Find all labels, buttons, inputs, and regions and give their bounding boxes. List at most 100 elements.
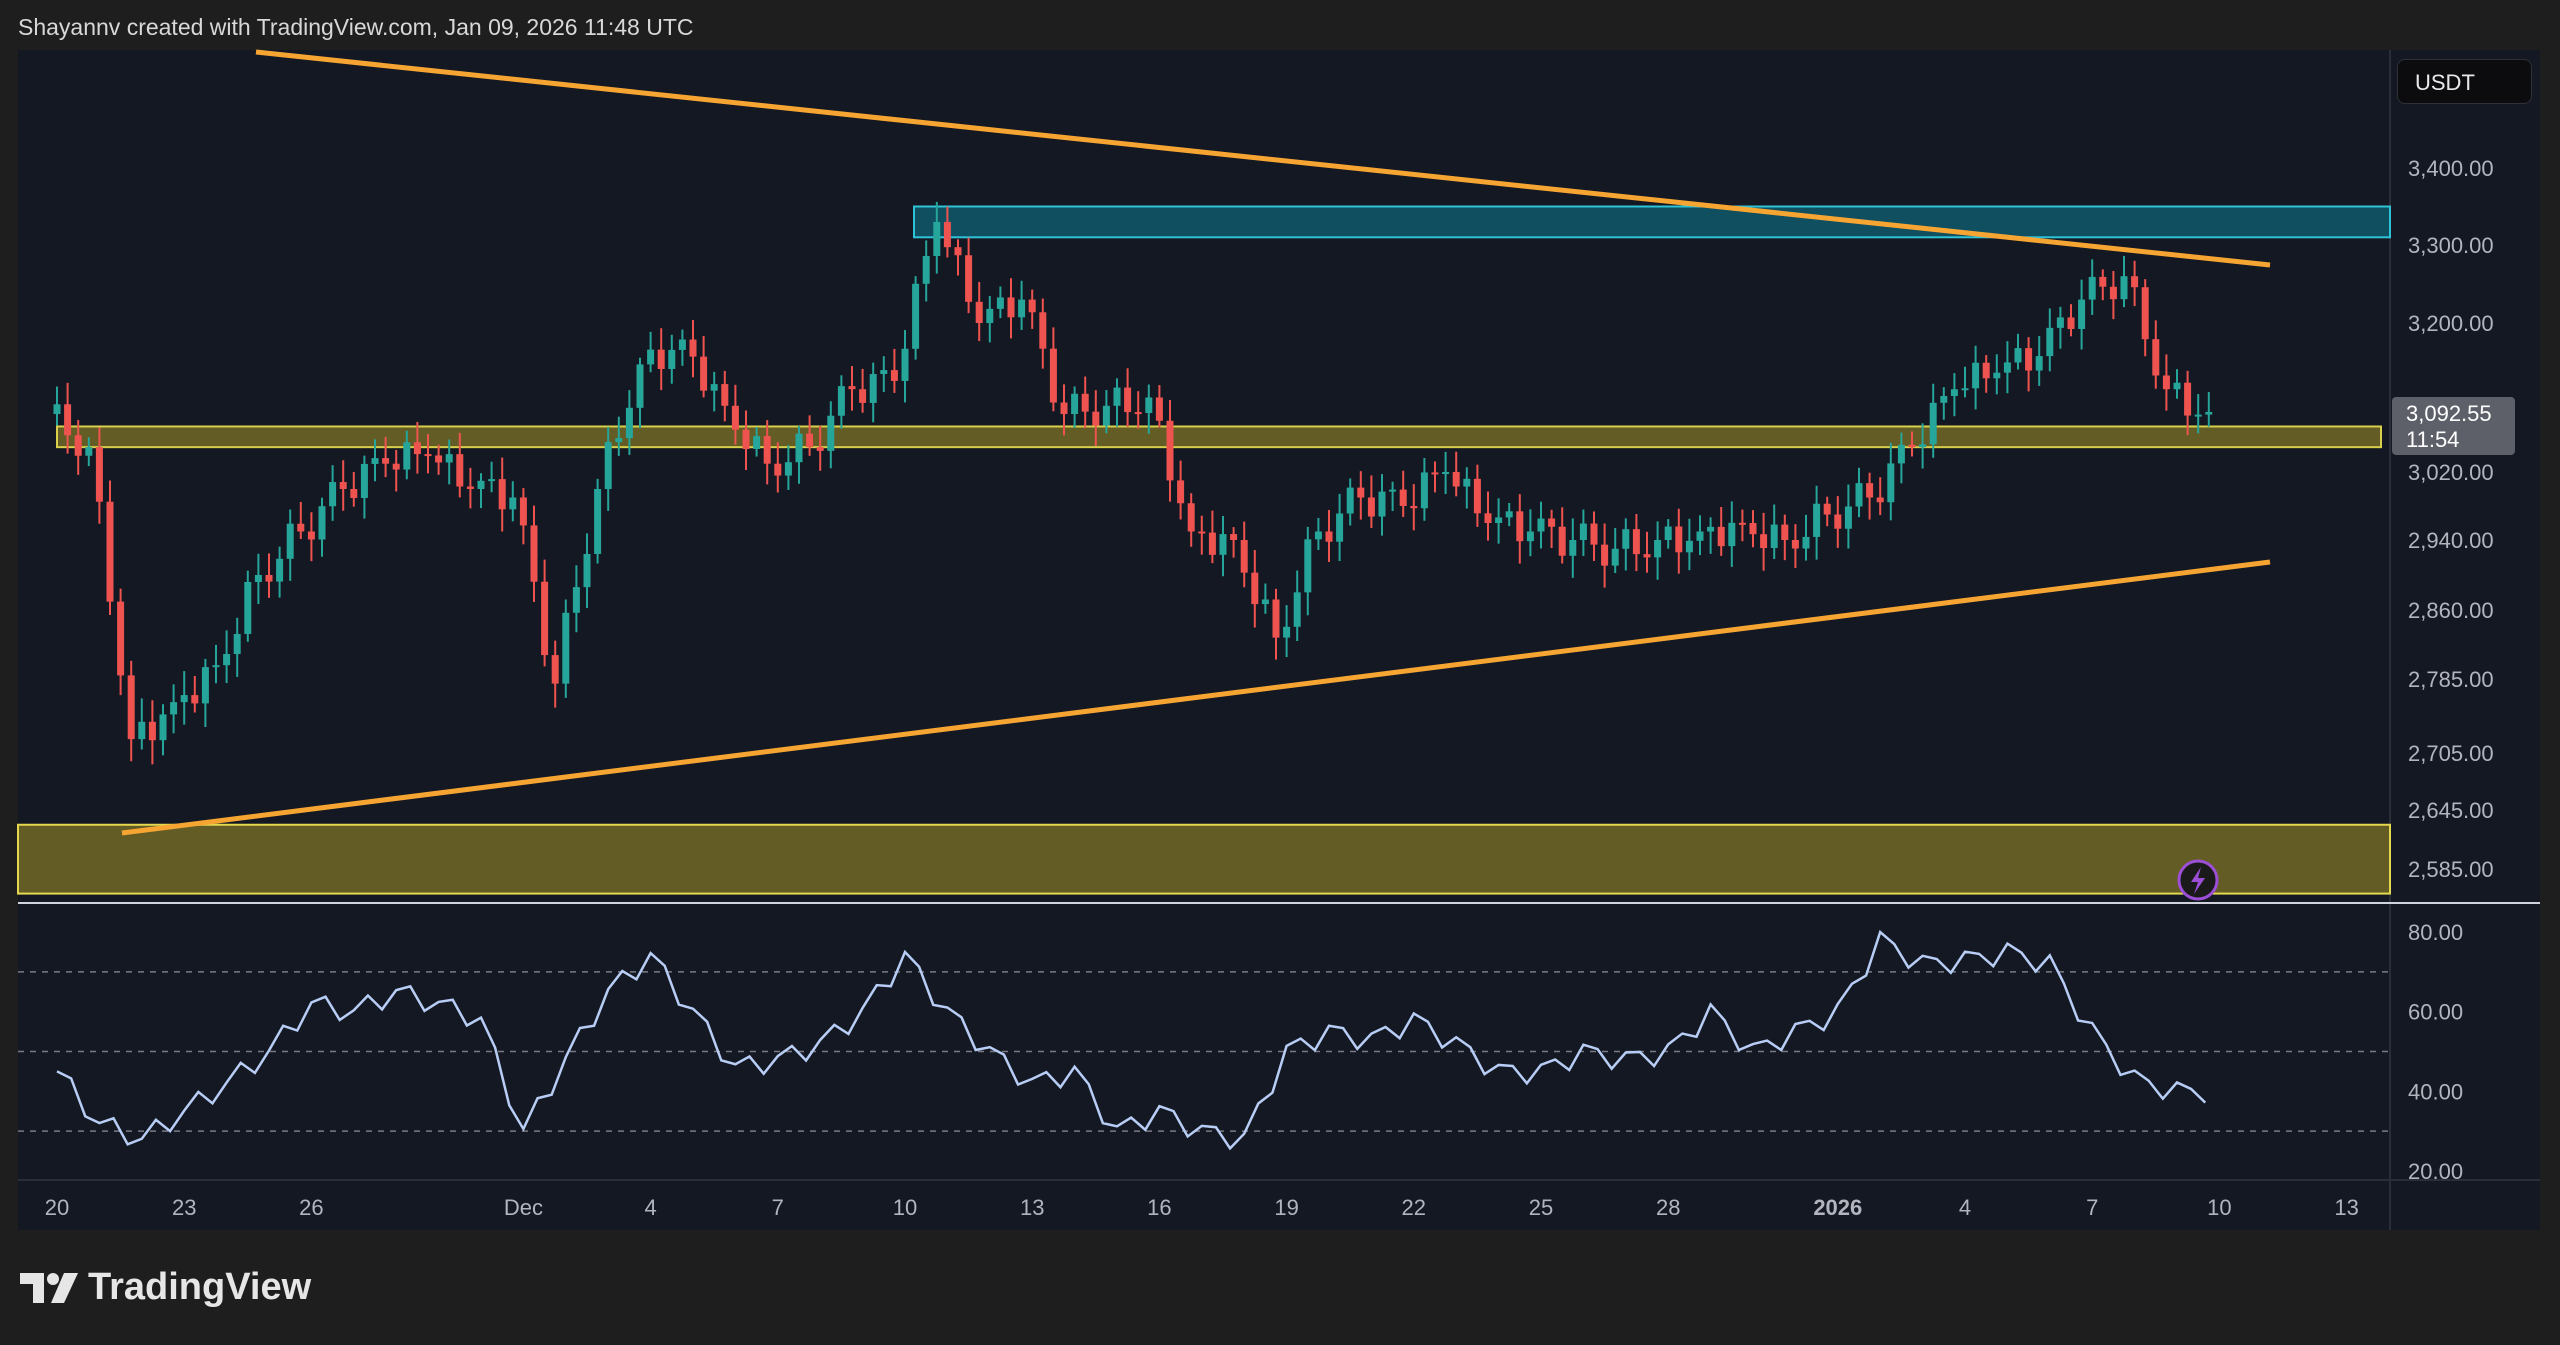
- tradingview-logo[interactable]: TradingView: [20, 1266, 311, 1309]
- candle-body: [933, 221, 941, 256]
- time-tick-label: 20: [45, 1195, 69, 1220]
- candle-body: [615, 438, 623, 443]
- candle-body: [1367, 497, 1375, 517]
- candle-body: [880, 370, 888, 375]
- candle-body: [212, 665, 220, 668]
- candle-body: [594, 489, 602, 554]
- time-tick-label: 2026: [1813, 1195, 1862, 1220]
- candle-body: [1972, 362, 1980, 389]
- candle: [382, 436, 390, 478]
- candle: [933, 201, 941, 274]
- candle: [1579, 509, 1587, 557]
- candle-body: [1961, 388, 1969, 391]
- candle-body: [1060, 402, 1068, 415]
- candle-body: [710, 384, 718, 391]
- candle-body: [1654, 540, 1662, 558]
- candle: [721, 370, 729, 422]
- candle: [1049, 327, 1057, 412]
- candle-body: [1738, 522, 1746, 525]
- candle: [784, 445, 792, 490]
- candle: [1304, 526, 1312, 616]
- candle: [2141, 279, 2149, 357]
- candle-body: [360, 463, 368, 499]
- candle: [1791, 524, 1799, 568]
- candle: [1866, 472, 1874, 520]
- candle: [615, 416, 623, 456]
- candle-body: [445, 454, 453, 463]
- lightning-icon[interactable]: [2177, 859, 2219, 901]
- candle: [1993, 354, 2001, 395]
- candle-body: [1685, 540, 1693, 553]
- candle: [1028, 289, 1036, 329]
- candle: [191, 675, 199, 713]
- candle-body: [1579, 523, 1587, 540]
- candle: [1972, 345, 1980, 410]
- candle-body: [731, 405, 739, 430]
- candle: [1251, 550, 1259, 628]
- candle-body: [742, 429, 750, 449]
- candle-body: [784, 462, 792, 476]
- candle: [1738, 509, 1746, 542]
- candle-body: [1664, 526, 1672, 540]
- candle: [572, 565, 580, 633]
- time-tick-label: 23: [172, 1195, 196, 1220]
- candle: [912, 276, 920, 360]
- candle-body: [265, 575, 273, 582]
- candle: [647, 331, 655, 373]
- candle: [1685, 518, 1693, 571]
- candle: [1876, 477, 1884, 516]
- candle-body: [170, 702, 178, 715]
- candle-body: [117, 601, 125, 676]
- candle: [1166, 400, 1174, 502]
- candle-body: [1124, 387, 1132, 413]
- candle-body: [2035, 356, 2043, 371]
- candle: [1431, 461, 1439, 493]
- candle: [2035, 335, 2043, 386]
- candle: [2025, 337, 2033, 392]
- candle: [2184, 370, 2192, 436]
- time-tick-label: 13: [1020, 1195, 1044, 1220]
- candle-body: [307, 531, 315, 540]
- candle-body: [678, 339, 686, 350]
- candle-body: [1230, 534, 1238, 540]
- candle-body: [392, 463, 400, 470]
- candle-body: [53, 404, 61, 415]
- candle: [1749, 510, 1757, 548]
- candle-body: [1993, 372, 2001, 379]
- candle: [1346, 478, 1354, 526]
- candle-body: [233, 633, 241, 655]
- candle-body: [1102, 405, 1110, 426]
- candle-body: [2067, 317, 2075, 330]
- candle: [1897, 432, 1905, 484]
- candle: [1844, 484, 1852, 549]
- candle: [625, 390, 633, 455]
- candle: [117, 588, 125, 696]
- currency-button[interactable]: USDT: [2397, 59, 2532, 104]
- candle: [477, 473, 485, 509]
- time-tick-label: 16: [1147, 1195, 1171, 1220]
- candle: [413, 421, 421, 474]
- candle: [180, 671, 188, 725]
- candle-body: [859, 389, 867, 403]
- candle-body: [1304, 539, 1312, 593]
- candle: [551, 640, 559, 708]
- candle-body: [1813, 503, 1821, 537]
- candle: [360, 455, 368, 519]
- candle-body: [1866, 483, 1874, 498]
- candle: [2088, 259, 2096, 315]
- candle-body: [1643, 554, 1651, 558]
- candle-body: [1537, 518, 1545, 532]
- candle-body: [2184, 382, 2192, 416]
- candle: [1198, 515, 1206, 555]
- candle: [159, 704, 167, 756]
- attribution-text: Shayannv created with TradingView.com, J…: [18, 14, 694, 40]
- candle: [265, 553, 273, 598]
- candle-body: [1018, 299, 1026, 318]
- candle: [965, 237, 973, 314]
- candle-body: [2152, 339, 2160, 376]
- price-tick-label: 3,400.00: [2408, 156, 2494, 181]
- candle: [731, 384, 739, 445]
- candle: [1887, 442, 1895, 521]
- candle-body: [2141, 287, 2149, 340]
